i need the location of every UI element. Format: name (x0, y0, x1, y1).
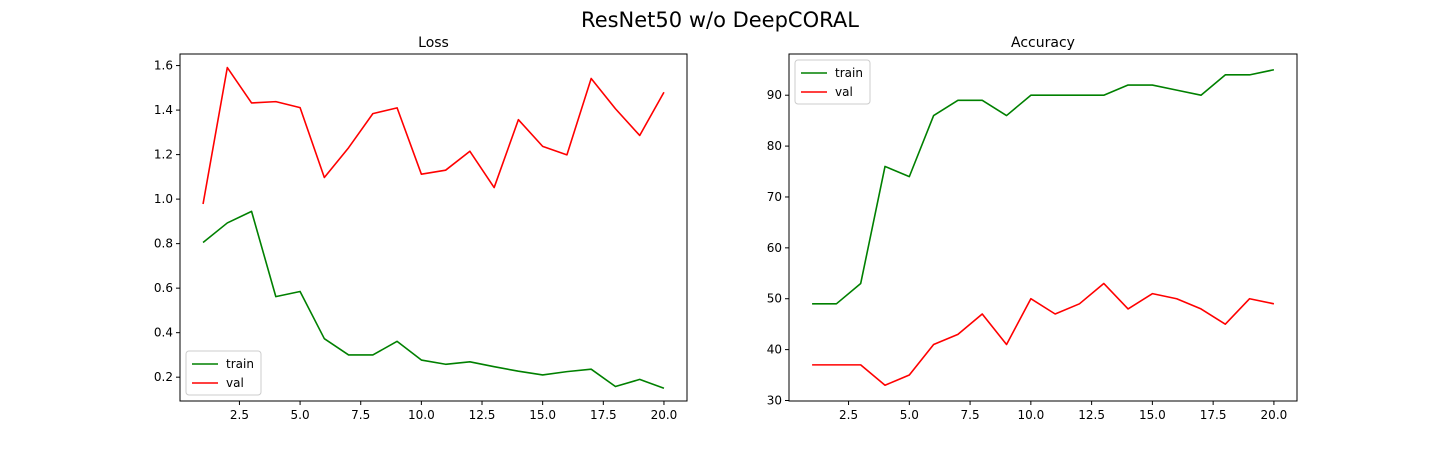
accuracy-y-tick-label: 70 (767, 190, 782, 204)
accuracy-x-tick-label: 10.0 (1017, 408, 1044, 422)
loss-x-tick-label: 12.5 (469, 408, 496, 422)
accuracy-chart: Accuracy 2.5 5.0 7.5 10.0 12.5 15.0 17.5 20.0 30 4… (767, 35, 1298, 422)
accuracy-x-tick-label: 7.5 (961, 408, 980, 422)
accuracy-x-tick-label: 5.0 (900, 408, 919, 422)
loss-x-tick-label: 7.5 (351, 408, 370, 422)
loss-y-tick-label: 1.0 (154, 192, 173, 206)
loss-chart-title: Loss (418, 35, 449, 51)
loss-train-line (202, 210, 665, 390)
loss-x-tick-label: 10.0 (408, 408, 435, 422)
accuracy-axes-frame (788, 53, 1298, 402)
loss-y-tick-label: 1.6 (154, 59, 173, 73)
loss-legend-label-val: val (226, 376, 244, 390)
loss-y-tick-label: 0.4 (154, 326, 173, 340)
accuracy-y-tick-label: 80 (767, 139, 782, 153)
accuracy-train-line (812, 68, 1275, 305)
loss-val-line (202, 66, 665, 205)
loss-legend-label-train: train (226, 357, 254, 371)
loss-axes-frame (179, 53, 688, 402)
loss-x-tick-label: 5.0 (291, 408, 310, 422)
accuracy-x-tick-label: 15.0 (1139, 408, 1166, 422)
loss-y-tick-label: 0.6 (154, 281, 173, 295)
loss-legend-box (185, 350, 262, 396)
loss-chart: Loss 2.5 5.0 7.5 10.0 12.5 15.0 17.5 20.0 0.2 0.4 0… (154, 35, 688, 422)
figure-title: ResNet50 w/o DeepCORAL (581, 8, 859, 32)
accuracy-y-tick-label: 90 (767, 88, 782, 102)
loss-x-tick-label: 20.0 (651, 408, 678, 422)
accuracy-y-tick-label: 40 (767, 343, 782, 357)
accuracy-y-tick-label: 50 (767, 292, 782, 306)
accuracy-legend-box (794, 59, 871, 105)
accuracy-x-tick-label: 12.5 (1078, 408, 1105, 422)
accuracy-x-tick-label: 17.5 (1200, 408, 1227, 422)
loss-y-tick-label: 1.2 (154, 148, 173, 162)
accuracy-x-tick-label: 20.0 (1261, 408, 1288, 422)
loss-x-tick-label: 2.5 (230, 408, 249, 422)
loss-x-tick-label: 17.5 (590, 408, 617, 422)
accuracy-chart-title: Accuracy (1011, 35, 1075, 51)
accuracy-legend: train val (794, 59, 871, 105)
accuracy-x-tick-label: 2.5 (839, 408, 858, 422)
loss-x-tick-label: 15.0 (529, 408, 556, 422)
accuracy-y-tick-label: 30 (767, 393, 782, 407)
accuracy-legend-label-val: val (835, 85, 853, 99)
accuracy-legend-label-train: train (835, 66, 863, 80)
loss-y-tick-label: 0.8 (154, 237, 173, 251)
accuracy-y-tick-label: 60 (767, 241, 782, 255)
loss-legend: train val (185, 350, 262, 396)
accuracy-val-line (812, 282, 1275, 387)
loss-y-tick-label: 1.4 (154, 103, 173, 117)
loss-y-tick-label: 0.2 (154, 370, 173, 384)
